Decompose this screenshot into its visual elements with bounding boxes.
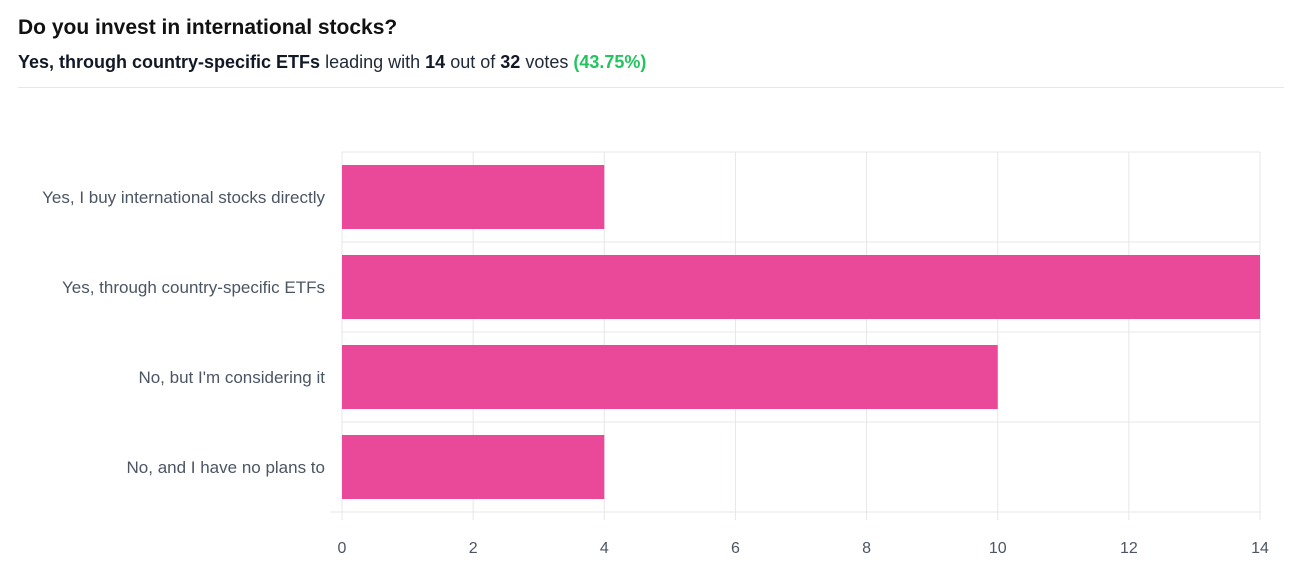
category-labels: Yes, I buy international stocks directly… xyxy=(42,188,325,477)
leader-percentage: (43.75%) xyxy=(573,52,647,72)
bar[interactable] xyxy=(342,435,605,499)
leading-with-text: leading with xyxy=(325,52,421,72)
x-tick-label: 0 xyxy=(338,540,347,557)
total-vote-count: 32 xyxy=(500,52,521,72)
leader-vote-count: 14 xyxy=(425,52,446,72)
chart-bars xyxy=(342,165,1260,499)
x-tick-label: 8 xyxy=(862,540,871,557)
x-axis-ticks: 0 2 4 6 8 10 12 14 xyxy=(338,540,1269,557)
bar[interactable] xyxy=(342,345,998,409)
x-tick-label: 10 xyxy=(989,540,1007,557)
category-label: Yes, I buy international stocks directly xyxy=(42,188,325,207)
x-tick-label: 4 xyxy=(600,540,609,557)
poll-header: Do you invest in international stocks? Y… xyxy=(18,14,1284,74)
leading-option-label: Yes, through country-specific ETFs xyxy=(18,52,321,72)
poll-result-summary: Yes, through country-specific ETFs leadi… xyxy=(18,50,1284,74)
x-tick-label: 14 xyxy=(1251,540,1269,557)
x-tick-label: 6 xyxy=(731,540,740,557)
category-label: No, but I'm considering it xyxy=(138,368,325,387)
bar[interactable] xyxy=(342,165,605,229)
category-label: No, and I have no plans to xyxy=(127,458,325,477)
category-label: Yes, through country-specific ETFs xyxy=(62,278,325,297)
votes-text: votes xyxy=(525,52,569,72)
poll-question-title: Do you invest in international stocks? xyxy=(18,16,398,39)
header-divider xyxy=(18,87,1284,88)
out-of-text: out of xyxy=(450,52,496,72)
x-tick-label: 2 xyxy=(469,540,478,557)
bar[interactable] xyxy=(342,255,1260,319)
x-tick-label: 12 xyxy=(1120,540,1138,557)
